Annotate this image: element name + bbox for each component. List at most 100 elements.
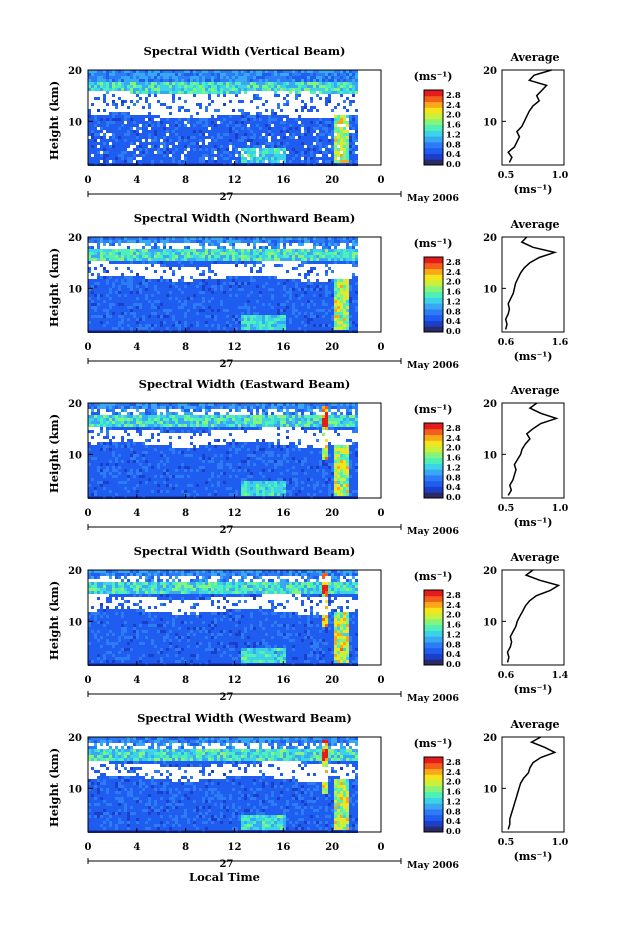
x-tick-label: 12	[228, 675, 242, 686]
profile-line	[508, 70, 551, 162]
x-tick-label: 0	[85, 508, 92, 519]
colorbar: 0.00.40.81.21.62.02.42.8	[424, 590, 461, 670]
colorbar-tick-label: 2.0	[446, 444, 461, 454]
colorbar-tick-label: 0.4	[446, 317, 461, 327]
colorbar: 0.00.40.81.21.62.02.42.8	[424, 257, 461, 337]
profile-x-tick-label: 1.0	[552, 503, 569, 514]
x-tick-label: 8	[182, 675, 189, 686]
heatmap	[88, 70, 358, 166]
colorbar-swatch	[424, 590, 443, 596]
date-label: May 2006	[407, 360, 459, 371]
panel-5: Spectral Width (Westward Beam)1020Height…	[47, 711, 569, 884]
profile-y-tick-label: 10	[483, 617, 497, 628]
colorbar-swatch	[424, 446, 443, 452]
colorbar-tick-label: 0.8	[446, 807, 461, 817]
colorbar-swatch	[424, 815, 443, 821]
y-axis-label: Height (km)	[47, 81, 61, 160]
colorbar-swatch	[424, 113, 443, 119]
x-tick-label: 12	[228, 342, 242, 353]
colorbar-swatch	[424, 820, 443, 826]
x-tick-label: 8	[182, 508, 189, 519]
date-label: May 2006	[407, 693, 459, 704]
colorbar-tick-label: 1.2	[446, 297, 461, 307]
x-tick-label: 20	[325, 342, 339, 353]
profile-line	[508, 570, 559, 662]
colorbar-swatch	[424, 269, 443, 275]
colorbar-tick-label: 0.0	[446, 660, 461, 670]
colorbar-swatch	[424, 792, 443, 798]
colorbar-swatch	[424, 440, 443, 446]
y-tick-label: 10	[68, 784, 82, 795]
colorbar-tick-label: 2.8	[446, 424, 461, 434]
colorbar-swatch	[424, 452, 443, 458]
colorbar-tick-label: 0.4	[446, 817, 461, 827]
profile-x-tick-label: 1.6	[552, 337, 569, 348]
profile-y-tick-label: 10	[483, 284, 497, 295]
panel-1: Spectral Width (Vertical Beam)1020Height…	[47, 44, 569, 204]
colorbar-swatch	[424, 96, 443, 102]
colorbar-tick-label: 0.0	[446, 160, 461, 170]
panel-title: Spectral Width (Vertical Beam)	[144, 44, 346, 58]
profile-unit: (ms⁻¹)	[514, 683, 553, 696]
x-tick-label: 16	[276, 175, 290, 186]
x-tick-label: 4	[133, 508, 140, 519]
day-label: 27	[220, 692, 234, 703]
panel-title: Spectral Width (Eastward Beam)	[139, 377, 351, 391]
colorbar-swatch	[424, 263, 443, 269]
colorbar-tick-label: 0.4	[446, 483, 461, 493]
x-tick-label: 8	[182, 342, 189, 353]
day-label: 27	[220, 359, 234, 370]
colorbar-swatch	[424, 653, 443, 659]
profile-frame	[502, 70, 564, 165]
colorbar-swatch	[424, 142, 443, 148]
colorbar-swatch	[424, 315, 443, 321]
profile-frame	[502, 237, 564, 332]
profile-title: Average	[509, 718, 559, 731]
colorbar-swatch	[424, 435, 443, 441]
x-tick-label: 16	[276, 842, 290, 853]
y-tick-label: 20	[68, 733, 82, 744]
colorbar-tick-label: 0.8	[446, 307, 461, 317]
colorbar: 0.00.40.81.21.62.02.42.8	[424, 90, 461, 170]
profile-line	[508, 403, 556, 495]
y-tick-label: 20	[68, 233, 82, 244]
x-tick-label: 8	[182, 842, 189, 853]
colorbar-tick-label: 0.0	[446, 827, 461, 837]
colorbar-unit: (ms⁻¹)	[414, 70, 453, 83]
panel-title: Spectral Width (Southward Beam)	[134, 544, 356, 558]
profile-x-tick-label: 0.5	[498, 170, 515, 181]
colorbar-swatch	[424, 90, 443, 96]
x-tick-label: 16	[276, 342, 290, 353]
colorbar-swatch	[424, 119, 443, 125]
heatmap	[88, 737, 358, 833]
x-tick-label: 20	[325, 175, 339, 186]
profile-title: Average	[509, 384, 559, 397]
date-label: May 2006	[407, 860, 459, 871]
x-tick-label: 0	[85, 342, 92, 353]
colorbar-tick-label: 0.0	[446, 493, 461, 503]
colorbar-swatch	[424, 602, 443, 608]
x-tick-label: 8	[182, 175, 189, 186]
colorbar-swatch	[424, 774, 443, 780]
colorbar-swatch	[424, 481, 443, 487]
colorbar-tick-label: 2.4	[446, 768, 461, 778]
colorbar-tick-label: 2.0	[446, 778, 461, 788]
date-label: May 2006	[407, 526, 459, 537]
colorbar-swatch	[424, 463, 443, 469]
day-label: 27	[220, 859, 234, 870]
x-tick-label: 12	[228, 842, 242, 853]
colorbar-swatch	[424, 280, 443, 286]
colorbar-unit: (ms⁻¹)	[414, 737, 453, 750]
colorbar-unit: (ms⁻¹)	[414, 570, 453, 583]
colorbar-tick-label: 1.2	[446, 630, 461, 640]
x-tick-label: 0	[378, 675, 385, 686]
colorbar-tick-label: 2.8	[446, 258, 461, 268]
x-tick-label: 20	[325, 675, 339, 686]
profile-y-tick-label: 20	[483, 66, 497, 77]
colorbar-tick-label: 2.4	[446, 434, 461, 444]
profile-y-tick-label: 20	[483, 566, 497, 577]
